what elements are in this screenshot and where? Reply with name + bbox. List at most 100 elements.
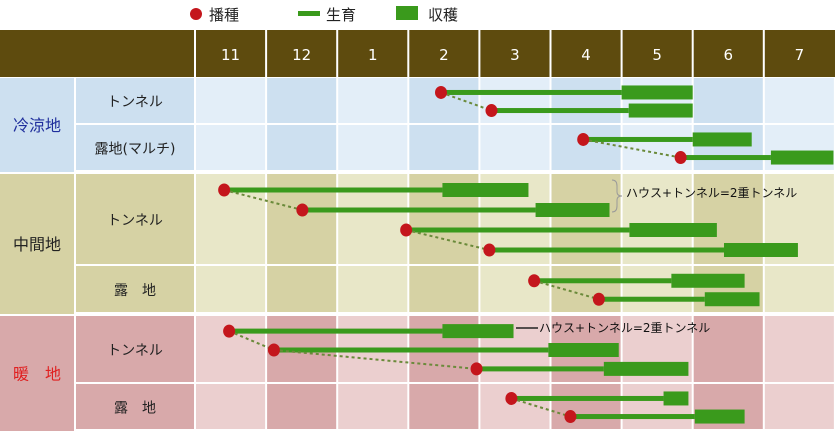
method-label-cell	[76, 316, 194, 382]
annotation-text: ハウス+トンネル=2重トンネル	[626, 186, 797, 200]
harvest-block	[603, 361, 689, 376]
growth-bar	[273, 347, 549, 353]
harvest-block	[694, 409, 745, 424]
growth-bar	[229, 328, 443, 334]
month-label-1: 1	[368, 46, 378, 64]
method-label-cell	[76, 125, 194, 170]
legend-harvest-block	[396, 6, 418, 20]
sow-dot	[674, 151, 687, 165]
region-label-cell	[0, 174, 74, 314]
method-label-cell	[76, 78, 194, 123]
harvest-block	[548, 343, 619, 357]
harvest-block	[621, 85, 693, 100]
harvest-block	[770, 150, 834, 165]
annotation-text: ハウス+トンネル=2重トンネル	[539, 321, 710, 335]
region-label: 暖 地	[13, 365, 61, 384]
sow-dot	[435, 85, 448, 99]
method-label: トンネル	[107, 95, 163, 111]
sow-dot	[528, 274, 541, 288]
harvest-block	[671, 273, 745, 288]
grid-cell	[338, 125, 408, 170]
growth-bar	[583, 136, 693, 142]
grid-cell	[693, 78, 763, 123]
sow-dot	[505, 391, 518, 405]
legend-growth-line	[298, 11, 320, 16]
sow-dot	[296, 203, 309, 217]
sow-dot	[485, 104, 498, 118]
grid-cell	[693, 125, 763, 170]
growth-bar	[224, 187, 443, 193]
growth-bar	[489, 247, 724, 253]
method-label: トンネル	[107, 343, 163, 359]
growth-bar	[680, 155, 771, 161]
grid-cell	[480, 266, 550, 312]
month-label-11: 11	[221, 46, 240, 64]
sow-dot	[592, 292, 605, 306]
sow-dot	[223, 324, 236, 338]
month-label-12: 12	[292, 46, 311, 64]
grid-cell	[338, 266, 408, 312]
sow-link-dashed	[511, 397, 571, 418]
sow-dot	[400, 223, 413, 237]
grid-cell	[551, 78, 621, 123]
legend-sow-label: 播種	[209, 6, 239, 24]
region-label: 冷涼地	[13, 116, 61, 135]
growth-bar	[598, 296, 705, 302]
sow-dot	[470, 362, 483, 376]
harvest-block	[628, 103, 693, 118]
growth-bar	[441, 89, 622, 95]
grid-cell	[338, 384, 408, 429]
month-label-6: 6	[723, 46, 733, 64]
grid-cell	[267, 266, 337, 312]
harvest-block	[442, 183, 529, 197]
grid-cell	[409, 125, 479, 170]
sow-link-dashed	[583, 138, 681, 159]
legend-sow-dot	[190, 8, 202, 20]
sow-dot	[483, 243, 496, 257]
grid-cell	[409, 266, 479, 312]
sow-link-dashed	[533, 279, 600, 301]
sow-link-dashed	[273, 349, 477, 370]
month-label-7: 7	[795, 46, 805, 64]
harvest-block	[535, 203, 610, 217]
grid-cell	[551, 125, 621, 170]
grid-cell	[196, 125, 266, 170]
grid-cell	[551, 266, 621, 312]
legend-growth-label: 生育	[326, 6, 356, 24]
month-label-2: 2	[439, 46, 449, 64]
grid-cell	[480, 125, 550, 170]
grid-cell	[764, 316, 834, 382]
method-label: トンネル	[107, 213, 163, 229]
sow-dot	[218, 183, 231, 197]
method-label-cell	[76, 174, 194, 264]
growth-bar	[302, 207, 536, 213]
sow-dot	[564, 410, 577, 424]
month-label-5: 5	[652, 46, 662, 64]
grid-cell	[622, 384, 692, 429]
month-label-4: 4	[581, 46, 591, 64]
growth-bar	[406, 227, 630, 233]
harvest-block	[723, 243, 798, 257]
grid-cell	[622, 266, 692, 312]
header-bar	[0, 30, 835, 77]
grid-cell	[764, 78, 834, 123]
sow-dot	[267, 343, 280, 357]
grid-cell	[764, 266, 834, 312]
sow-link-dashed	[405, 229, 490, 251]
legend-harvest-label: 収穫	[428, 6, 458, 24]
grid-cell	[693, 316, 763, 382]
sow-dot	[577, 132, 590, 146]
grid-cell	[409, 384, 479, 429]
harvest-block	[442, 324, 514, 339]
growth-bar	[491, 108, 629, 114]
harvest-block	[692, 132, 752, 147]
grid-cell	[409, 78, 479, 123]
method-label-cell	[76, 266, 194, 312]
grid-cell	[551, 384, 621, 429]
grid-cell	[196, 266, 266, 312]
brace-annotation	[611, 179, 623, 213]
grid-cell	[338, 78, 408, 123]
grid-cell	[267, 78, 337, 123]
